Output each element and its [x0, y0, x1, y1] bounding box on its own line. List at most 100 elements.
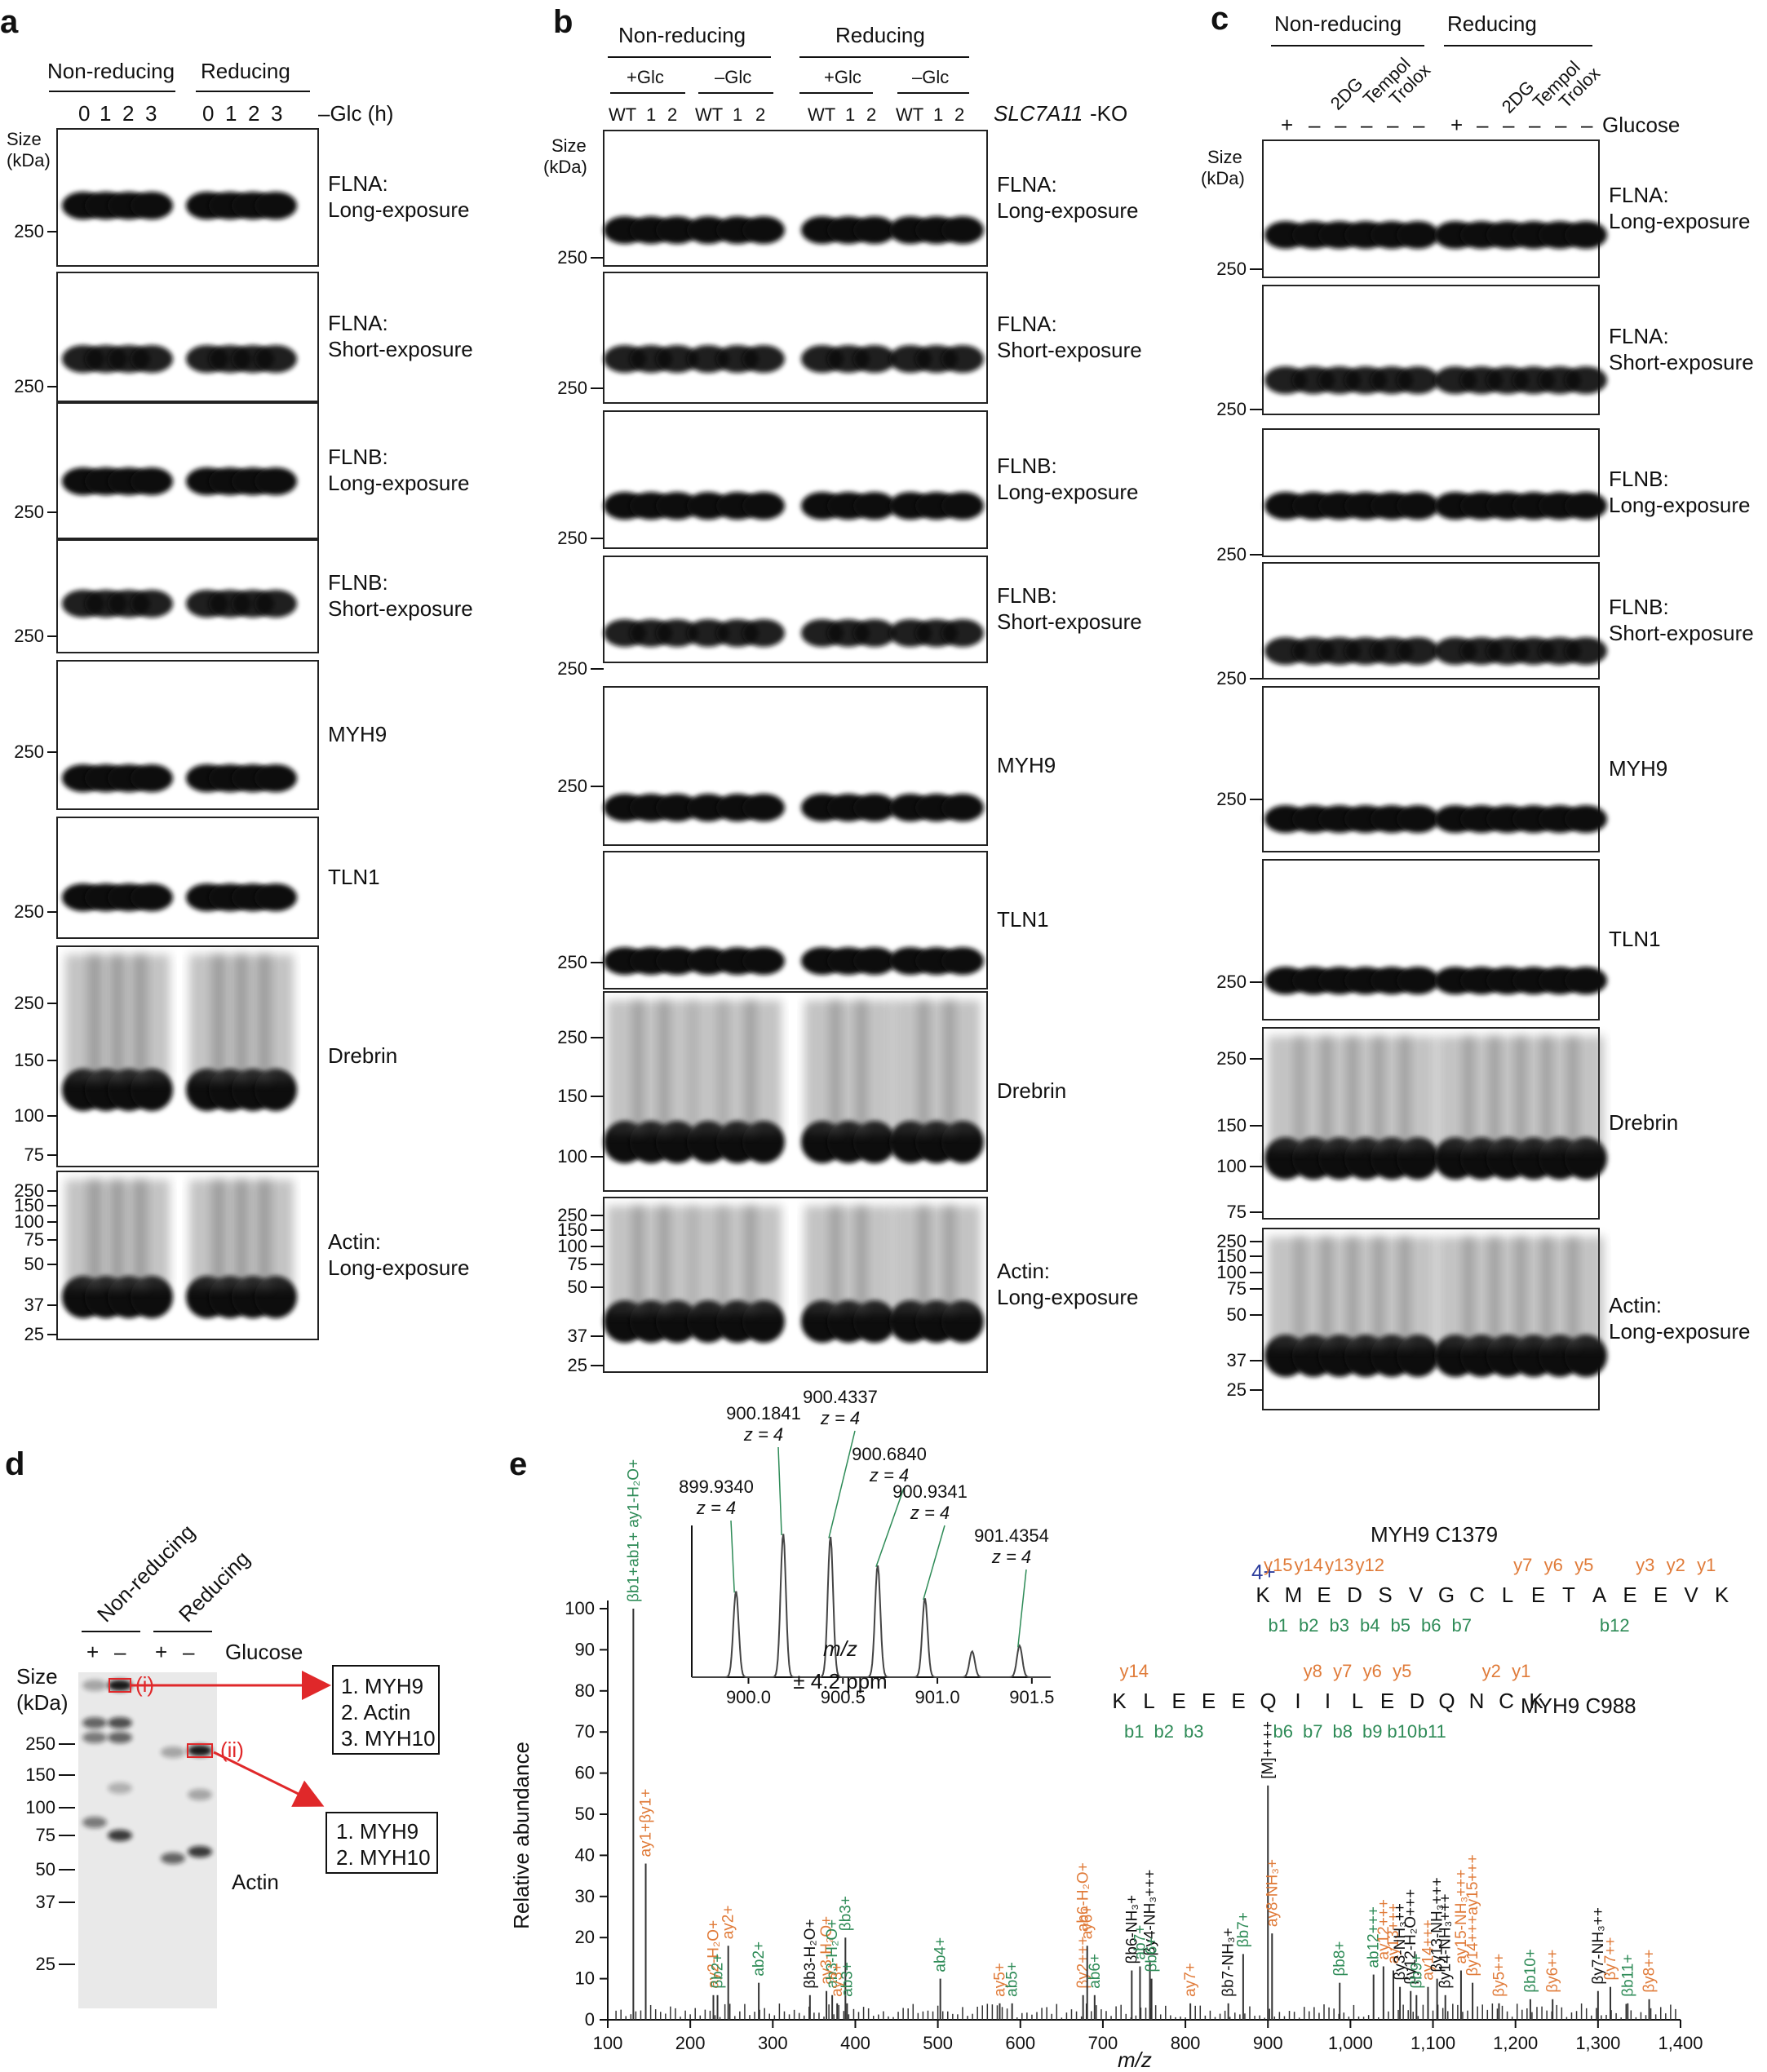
smear — [1568, 1036, 1604, 1150]
size-marker: 100 — [14, 1105, 44, 1126]
band — [1565, 221, 1607, 249]
peak-label: ab7+ — [1132, 1925, 1149, 1960]
glucose-sign: + — [1450, 113, 1463, 137]
panel-d: d Non-reducing Reducing + – + – Glucose Siz… — [5, 1446, 440, 2008]
y-ion: y8 — [1304, 1661, 1322, 1681]
size-marker: 250 — [557, 528, 587, 548]
inset-profile — [692, 1534, 1051, 1678]
b-ion: b10 — [1387, 1721, 1417, 1742]
size-marker: 75 — [1227, 1202, 1247, 1222]
peak-label: ay2+ — [720, 1906, 737, 1940]
subgroup-label: +Glc — [627, 67, 664, 87]
blot-1: FLNA:Long-exposure 250 — [557, 130, 1138, 268]
size-marker: 250 — [1216, 668, 1247, 688]
size-marker: 250 — [1216, 259, 1247, 279]
panel-d-box-ii-line1: 1. MYH9 — [336, 1819, 418, 1844]
peak-label: ab3-H₂O+ — [824, 1919, 841, 1989]
panel-a-letter: a — [0, 4, 19, 40]
size-marker: 100 — [557, 1236, 587, 1256]
peak-label: ay14+++ — [1419, 1919, 1437, 1981]
size-marker: 37 — [36, 1892, 55, 1912]
panel-b: b Non-reducing Reducing +Glc –Glc +Glc –Glc… — [543, 4, 1142, 1375]
blot-label: MYH9 — [1609, 756, 1667, 781]
residue: S — [1378, 1583, 1392, 1607]
band — [255, 467, 297, 495]
size-marker: 250 — [557, 776, 587, 796]
gel-band — [82, 1817, 107, 1828]
residue: E — [1531, 1583, 1545, 1607]
b-ion: b3 — [1184, 1721, 1203, 1742]
band — [687, 794, 729, 821]
blot-label: FLNB: — [997, 454, 1057, 478]
blot-label: Long-exposure — [997, 1285, 1138, 1309]
peak-label: βy12-H₂O+++ — [1402, 1889, 1419, 1985]
blot-frame — [603, 556, 988, 663]
time-label: 2 — [248, 101, 259, 126]
y-ion: y3 — [1636, 1555, 1654, 1575]
y-ion: y13 — [1325, 1555, 1353, 1575]
smear — [1568, 1237, 1604, 1348]
size-marker: 150 — [1216, 1246, 1247, 1266]
panel-b-size-unit: (kDa) — [543, 157, 587, 177]
glucose-sign: – — [1529, 113, 1541, 137]
blot-frame — [603, 130, 988, 267]
panel-d-letter: d — [5, 1446, 24, 1482]
gel-band — [108, 1680, 132, 1691]
residue: Q — [1438, 1689, 1455, 1713]
band — [656, 345, 698, 373]
peak-label: βb7-NH₃+ — [1220, 1928, 1238, 1997]
size-marker: 150 — [14, 1050, 44, 1070]
b-ion: b1 — [1269, 1615, 1288, 1636]
blot-label: Long-exposure — [328, 471, 469, 495]
y-tick-label: 90 — [575, 1639, 595, 1659]
glucose-sign: – — [1361, 113, 1373, 137]
peak-label: ay3+ — [829, 1963, 846, 1997]
panel-d-box-ii-line2: 2. MYH10 — [336, 1845, 431, 1870]
smear — [857, 1000, 892, 1134]
x-tick-label: 100 — [593, 2033, 623, 2053]
size-marker: 250 — [14, 1180, 44, 1201]
y-tick-label: 0 — [585, 2009, 595, 2030]
blot-label: Short-exposure — [1609, 350, 1754, 374]
peak-label: βy7-NH₃++ — [1590, 1907, 1607, 1985]
blot-label: Short-exposure — [997, 609, 1142, 634]
y-ion: y6 — [1544, 1555, 1563, 1575]
blot-frame — [56, 817, 319, 939]
blot-label: FLNA: — [1609, 324, 1669, 348]
inset-peak-label: 901.4354 — [974, 1525, 1049, 1546]
glucose-sign: + — [155, 1640, 167, 1664]
inset-x-tick-label: 900.0 — [726, 1687, 771, 1707]
inset-peak-charge: z = 4 — [743, 1424, 783, 1445]
y-ion: y2 — [1667, 1555, 1685, 1575]
size-marker: 50 — [568, 1277, 587, 1297]
band — [255, 345, 297, 373]
inset-peak-charge: z = 4 — [820, 1408, 860, 1428]
band — [656, 619, 698, 647]
x-tick-label: 300 — [758, 2033, 788, 2053]
size-marker: 250 — [14, 993, 44, 1013]
y-ion: y14 — [1295, 1555, 1323, 1575]
peak-label: βb3-H₂O+ — [802, 1919, 819, 1988]
panel-a-time-axis: –Glc (h) — [318, 101, 393, 126]
size-marker: 37 — [1227, 1350, 1247, 1370]
band — [941, 794, 984, 821]
gel-band — [188, 1745, 212, 1756]
blot-frame — [603, 272, 988, 404]
inset-peak-label: 900.6840 — [852, 1444, 927, 1464]
size-marker: 250 — [557, 658, 587, 679]
smear — [258, 954, 294, 1082]
peak-label: ay12+++ — [1375, 1899, 1393, 1960]
panel-d-size-unit: (kDa) — [16, 1690, 69, 1715]
panel-e: e 100 200 300 400 500 600 700 800 900 1,000 1,100 1… — [509, 1387, 1729, 2072]
band — [687, 216, 729, 244]
inset-leader — [875, 1487, 905, 1567]
size-marker: 100 — [25, 1797, 55, 1817]
residue: E — [1231, 1689, 1245, 1713]
size-marker: 250 — [557, 247, 587, 268]
peak-label: βb6-NH₃+ — [1123, 1895, 1140, 1964]
peak-label: βy13-NH₃+++ — [1429, 1877, 1446, 1972]
size-marker: 250 — [14, 221, 44, 241]
glucose-sign: + — [86, 1640, 99, 1664]
size-marker: 25 — [24, 1324, 44, 1344]
